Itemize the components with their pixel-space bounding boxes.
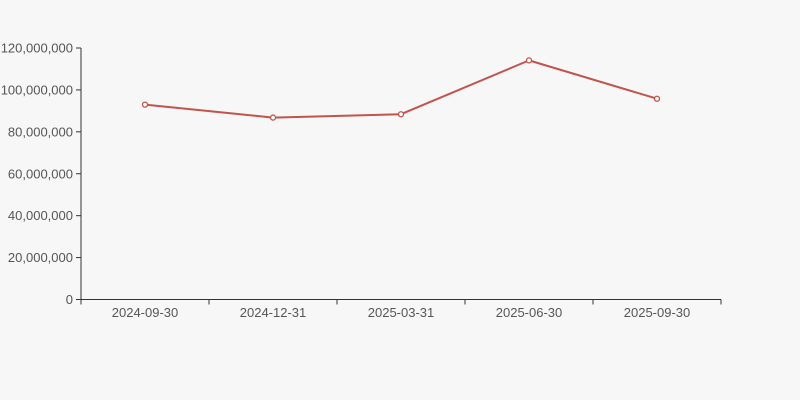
data-point-marker[interactable] bbox=[525, 57, 533, 64]
data-point-marker[interactable] bbox=[653, 95, 661, 102]
y-axis-tick-label: 0 bbox=[66, 292, 73, 307]
data-point-marker[interactable] bbox=[269, 114, 277, 121]
data-point-marker[interactable] bbox=[141, 101, 149, 108]
x-axis-tick-label: 2024-09-30 bbox=[112, 305, 179, 320]
x-axis-tick-label: 2025-09-30 bbox=[624, 305, 691, 320]
data-point-marker[interactable] bbox=[397, 111, 405, 118]
data-line bbox=[144, 59, 658, 119]
y-axis-tick-label: 60,000,000 bbox=[8, 166, 73, 181]
y-axis-tick-label: 20,000,000 bbox=[8, 250, 73, 265]
y-axis-tick-label: 100,000,000 bbox=[1, 82, 73, 97]
y-axis-tick-label: 40,000,000 bbox=[8, 208, 73, 223]
axis-line bbox=[80, 48, 721, 300]
y-axis-tick-label: 80,000,000 bbox=[8, 124, 73, 139]
x-axis-tick-label: 2024-12-31 bbox=[240, 305, 307, 320]
x-axis-tick-label: 2025-03-31 bbox=[368, 305, 435, 320]
x-axis-tick-label: 2025-06-30 bbox=[496, 305, 563, 320]
y-axis-tick-label: 120,000,000 bbox=[1, 41, 73, 56]
